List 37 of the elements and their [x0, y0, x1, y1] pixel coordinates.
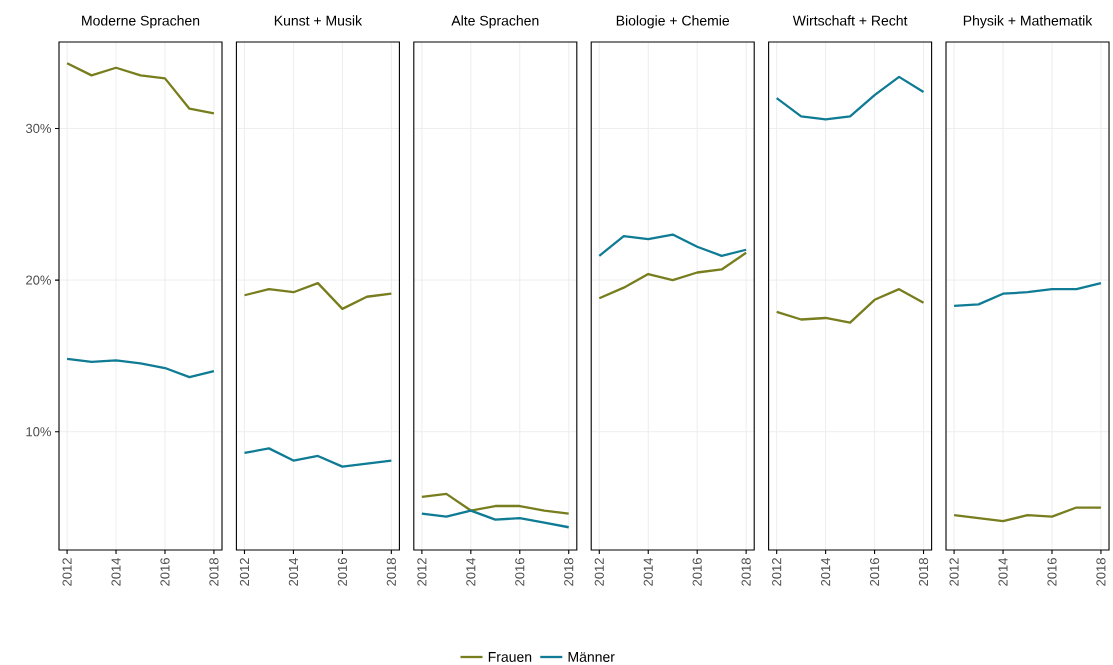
- x-tick-label: 2018: [1096, 558, 1106, 586]
- x-tick-label: 2018: [918, 558, 929, 586]
- chart-title: Moderne Sprachen: [82, 15, 200, 29]
- x-tick-label: 2018: [209, 558, 219, 586]
- line-series: [65, 357, 216, 379]
- x-tick-label: 2014: [111, 557, 121, 586]
- x-tick-label: 2014: [466, 557, 476, 586]
- x-tick-label: 2018: [386, 558, 396, 586]
- x-tick-label: 2016: [1047, 558, 1057, 586]
- chart-title: Kunst + Musik: [274, 15, 363, 26]
- x-tick-label: 2016: [692, 558, 702, 586]
- chart-title: Wirtschaft + Recht: [792, 15, 908, 26]
- x-tick-label: 2018: [564, 558, 574, 586]
- y-tick-label: 20%: [26, 275, 52, 285]
- x-tick-label: 2018: [741, 558, 751, 586]
- x-tick-label: 2012: [62, 558, 72, 586]
- chart-title: Alte Sprachen: [451, 15, 539, 29]
- x-tick-label: 2012: [772, 558, 782, 586]
- x-tick-label: 2016: [337, 558, 347, 586]
- x-tick-label: 2012: [949, 558, 959, 586]
- x-tick-label: 2012: [417, 558, 427, 586]
- x-tick-label: 2014: [288, 557, 299, 586]
- line-series: [65, 62, 216, 115]
- x-tick-label: 2016: [160, 558, 170, 586]
- x-tick-label: 2012: [239, 558, 250, 586]
- legend-label: Männer: [568, 652, 615, 662]
- y-tick-label: 10%: [26, 427, 52, 437]
- y-tick-label: 30%: [25, 123, 52, 134]
- x-tick-label: 2014: [643, 557, 653, 586]
- x-tick-label: 2016: [869, 558, 880, 586]
- x-tick-label: 2012: [594, 558, 604, 586]
- x-tick-label: 2016: [515, 558, 525, 586]
- chart-title: Physik + Mathematik: [963, 15, 1093, 29]
- legend-label: Frauen: [488, 652, 532, 662]
- x-tick-label: 2014: [821, 557, 831, 586]
- chart-title: Biologie + Chemie: [616, 15, 730, 29]
- x-tick-label: 2014: [998, 557, 1008, 586]
